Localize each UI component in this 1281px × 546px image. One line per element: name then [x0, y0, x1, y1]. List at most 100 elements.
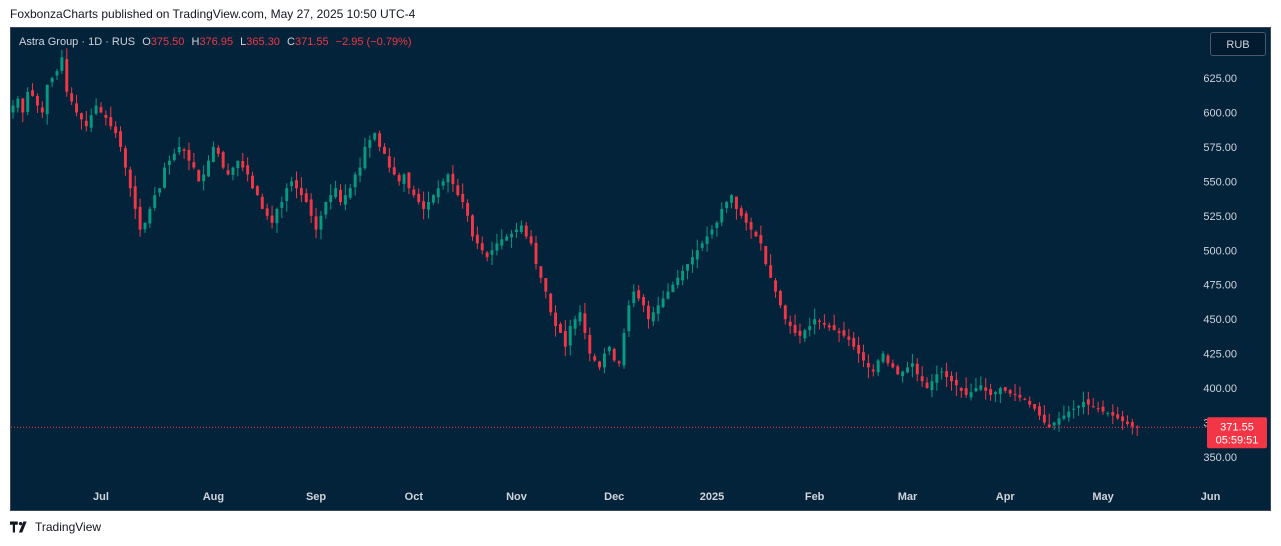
y-tick-label: 450.00	[1203, 314, 1237, 326]
candle-body	[197, 170, 201, 182]
candle-body	[886, 355, 890, 364]
candle-body	[813, 319, 817, 325]
last-price-badge	[1207, 417, 1267, 449]
candle-body	[207, 160, 210, 177]
x-tick-label: Sep	[306, 491, 326, 503]
chart-panel[interactable]: 350.00375.00400.00425.00450.00475.00500.…	[10, 27, 1271, 511]
candle-body	[837, 331, 841, 333]
candle-body	[70, 93, 74, 102]
candle-body	[363, 146, 367, 169]
candle-body	[539, 266, 543, 278]
candle-body	[734, 196, 738, 209]
candlestick-chart[interactable]: 350.00375.00400.00425.00450.00475.00500.…	[11, 28, 1270, 510]
candle-body	[578, 312, 582, 322]
y-tick-label: 600.00	[1203, 107, 1237, 119]
candle-body	[1111, 412, 1115, 416]
candle-body	[231, 167, 235, 175]
candle-body	[1125, 421, 1129, 424]
candle-body	[1130, 422, 1134, 427]
low-label: L	[240, 36, 247, 48]
candle-body	[500, 239, 504, 246]
x-tick-label: Jul	[93, 491, 109, 503]
candle-body	[75, 103, 79, 113]
candle-body	[285, 188, 289, 202]
candle-body	[568, 326, 572, 346]
candle-body	[480, 243, 484, 251]
candle-body	[392, 167, 396, 175]
candle-body	[177, 146, 181, 153]
candle-body	[852, 338, 856, 347]
candle-body	[299, 187, 303, 196]
candle-body	[637, 290, 641, 299]
candle-body	[16, 98, 20, 108]
candle-body	[1072, 408, 1076, 410]
candle-body	[446, 174, 450, 183]
candle-body	[202, 174, 206, 182]
candle-body	[436, 188, 440, 198]
candle-body	[104, 114, 108, 118]
candle-body	[35, 95, 39, 106]
candle-body	[959, 388, 963, 391]
candle-body	[783, 305, 787, 320]
symbol-name[interactable]: Astra Group · 1D · RUS	[19, 36, 136, 48]
candle-body	[387, 156, 391, 168]
candle-body	[866, 363, 870, 368]
candle-body	[871, 369, 875, 372]
candle-body	[1116, 414, 1120, 419]
candle-body	[50, 78, 54, 83]
candle-body	[114, 126, 118, 134]
candle-body	[876, 360, 880, 373]
high-value: 376.95	[199, 36, 234, 48]
candle-body	[881, 353, 885, 362]
candle-body	[529, 236, 533, 244]
candle-body	[822, 323, 826, 325]
candle-body	[109, 117, 113, 127]
candle-body	[182, 149, 186, 152]
candle-body	[607, 346, 611, 352]
candle-body	[397, 174, 401, 182]
candle-body	[910, 363, 914, 367]
candle-body	[275, 208, 279, 224]
candle-body	[1008, 390, 1012, 394]
y-tick-label: 575.00	[1203, 142, 1237, 154]
candle-body	[55, 71, 59, 76]
candle-body	[1052, 422, 1056, 426]
candle-body	[612, 349, 616, 361]
currency-button[interactable]: RUB	[1210, 32, 1266, 56]
candle-body	[676, 277, 680, 285]
candle-body	[583, 313, 587, 333]
candle-body	[304, 193, 308, 203]
candle-body	[471, 215, 474, 237]
x-tick-label: 2025	[700, 491, 724, 503]
candle-body	[417, 193, 421, 203]
candle-body	[588, 334, 592, 354]
candle-body	[241, 160, 245, 168]
candle-body	[725, 202, 729, 209]
candle-body	[60, 57, 64, 71]
x-tick-label: Jun	[1201, 491, 1221, 503]
candle-body	[407, 172, 411, 189]
candle-body	[31, 90, 35, 96]
candle-body	[705, 236, 709, 244]
candle-body	[475, 234, 479, 244]
candle-body	[1081, 401, 1085, 408]
candle-body	[236, 160, 240, 169]
candle-body	[842, 330, 846, 336]
candle-body	[431, 195, 435, 203]
candle-body	[1042, 414, 1046, 423]
candle-body	[646, 305, 650, 320]
candle-body	[593, 356, 597, 361]
candle-body	[715, 222, 719, 228]
candle-body	[119, 131, 123, 147]
low-value: 365.30	[246, 36, 280, 48]
candle-body	[1077, 405, 1081, 408]
candle-body	[563, 331, 567, 347]
candle-body	[744, 213, 748, 223]
candle-body	[656, 305, 660, 314]
candle-body	[138, 206, 142, 230]
candle-body	[1028, 400, 1032, 405]
candle-body	[1062, 415, 1066, 419]
footer-brand[interactable]: TradingView	[10, 520, 101, 534]
change-value: −2.95 (−0.79%)	[335, 36, 412, 48]
candle-body	[759, 235, 763, 244]
